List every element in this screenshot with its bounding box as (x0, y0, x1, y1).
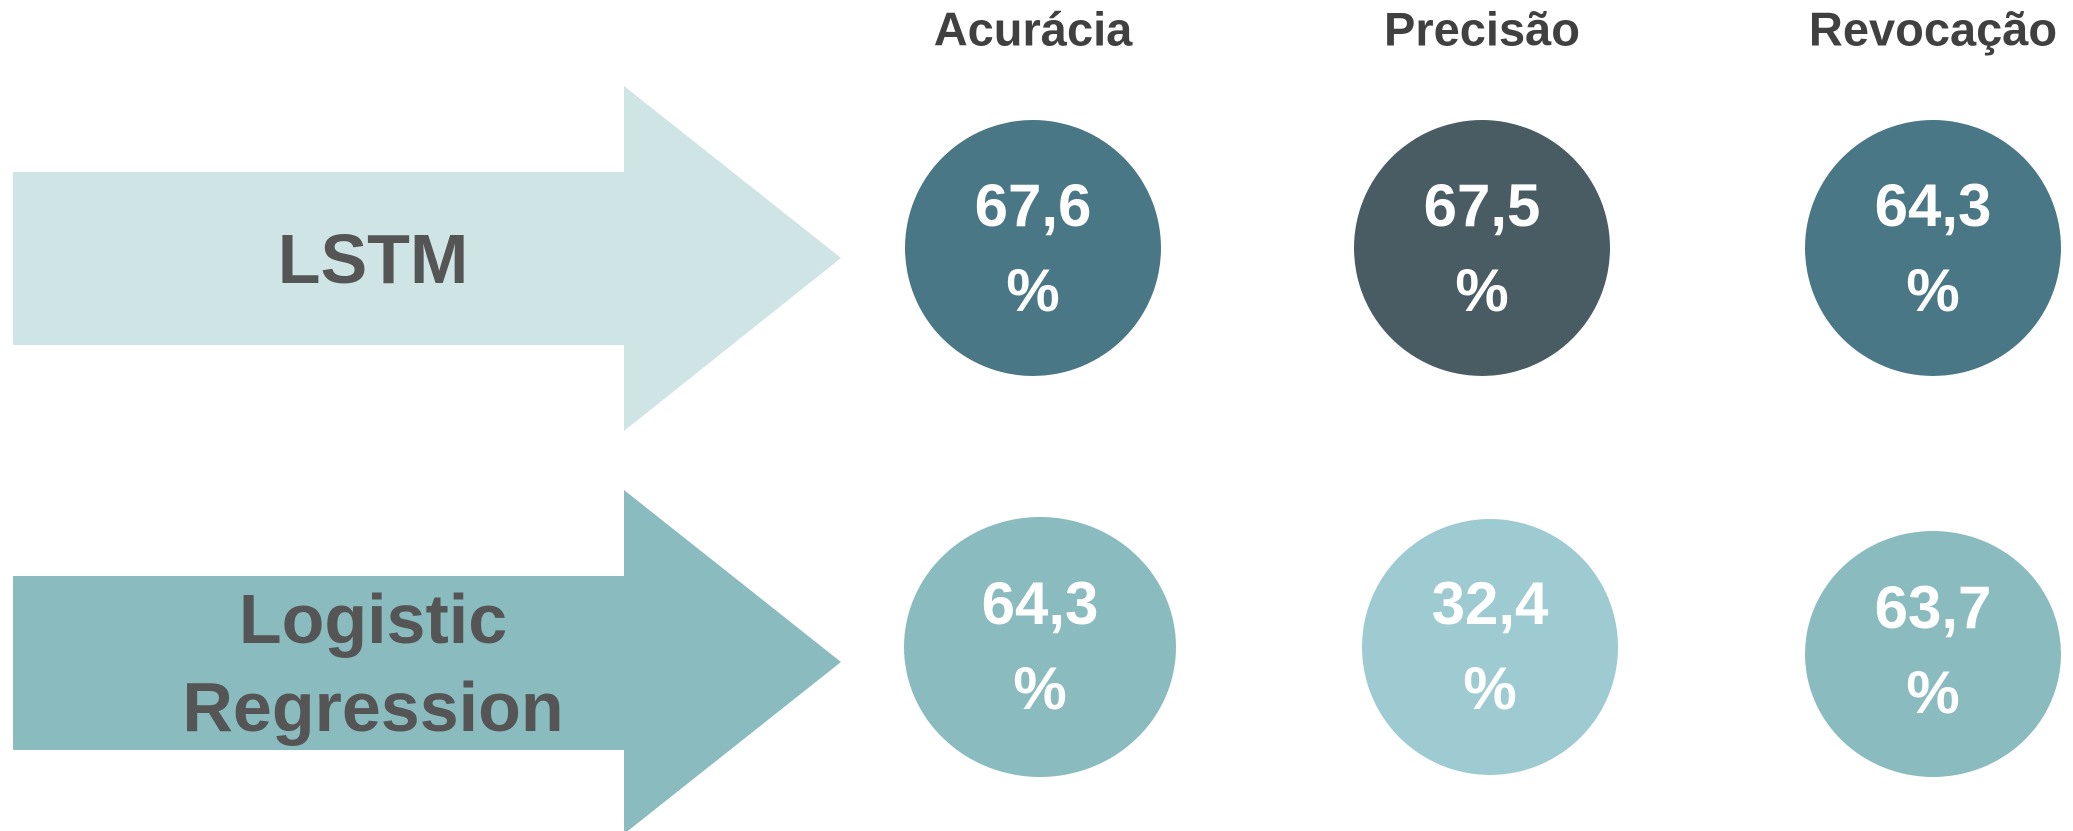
metric-circle (1805, 120, 2061, 376)
column-header: Revocação (1809, 2, 2057, 55)
row-label: Logistic Regression (182, 579, 564, 746)
metric-circle (1362, 519, 1618, 775)
metric-unit: % (1013, 655, 1066, 722)
metric-value: 64,3 (982, 570, 1099, 637)
column-header: Acurácia (934, 2, 1133, 55)
metric-unit: % (1463, 655, 1516, 722)
arrow (13, 490, 841, 831)
metric-value: 67,6 (975, 172, 1092, 239)
metric-unit: % (1455, 257, 1508, 324)
metric-circle (1805, 531, 2061, 777)
arrow (13, 86, 841, 431)
metric-unit: % (1906, 257, 1959, 324)
metric-unit: % (1906, 659, 1959, 726)
metric-value: 32,4 (1432, 570, 1549, 637)
metric-unit: % (1006, 257, 1059, 324)
metric-circle (904, 517, 1176, 777)
row-label: LSTM (277, 219, 469, 298)
column-header: Precisão (1384, 2, 1580, 55)
metric-value: 64,3 (1875, 172, 1992, 239)
metric-value: 67,5 (1424, 172, 1541, 239)
metric-value: 63,7 (1875, 574, 1992, 641)
metric-circle (905, 120, 1161, 376)
metric-circle (1354, 120, 1610, 376)
